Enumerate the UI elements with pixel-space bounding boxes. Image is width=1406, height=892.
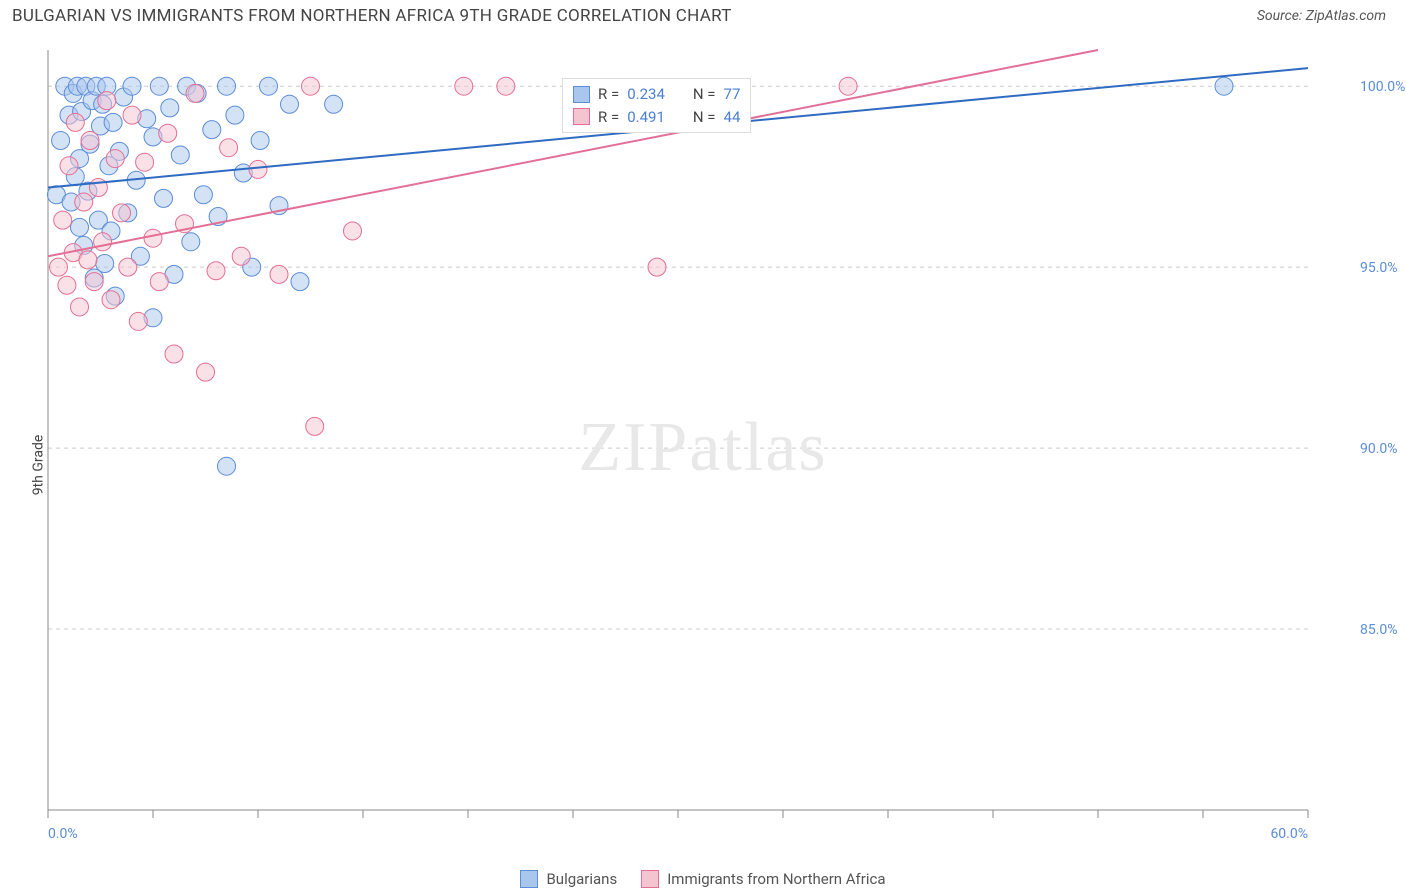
scatter-point (226, 106, 244, 124)
scatter-point (119, 258, 137, 276)
legend-item: Immigrants from Northern Africa (641, 870, 885, 888)
scatter-point (203, 121, 221, 139)
scatter-point (455, 77, 473, 95)
scatter-point (52, 131, 70, 149)
scatter-point (150, 77, 168, 95)
scatter-point (102, 291, 120, 309)
scatter-point (159, 124, 177, 142)
scatter-point (218, 457, 236, 475)
scatter-point (344, 222, 362, 240)
legend: Bulgarians Immigrants from Northern Afric… (0, 870, 1406, 888)
scatter-point (839, 77, 857, 95)
stat-row: R = 0.234 N = 77 (573, 83, 740, 106)
scatter-point (79, 251, 97, 269)
scatter-point (302, 77, 320, 95)
scatter-point (60, 157, 78, 175)
scatter-point (249, 160, 267, 178)
legend-swatch (520, 870, 538, 888)
scatter-point (144, 229, 162, 247)
scatter-point (220, 139, 238, 157)
scatter-point (66, 113, 84, 131)
scatter-point (182, 233, 200, 251)
series-swatch (573, 108, 590, 125)
scatter-point (155, 189, 173, 207)
scatter-point (50, 258, 68, 276)
scatter-point (96, 255, 114, 273)
scatter-point (98, 92, 116, 110)
scatter-point (648, 258, 666, 276)
scatter-point (71, 218, 89, 236)
svg-text:100.0%: 100.0% (1360, 79, 1405, 95)
scatter-point (150, 273, 168, 291)
scatter-point (81, 131, 99, 149)
scatter-point (85, 273, 103, 291)
scatter-point (106, 150, 124, 168)
legend-label: Immigrants from Northern Africa (667, 870, 885, 888)
legend-label: Bulgarians (546, 870, 617, 888)
stat-n-value: 44 (724, 106, 741, 129)
stat-n-label: N = (693, 83, 716, 106)
scatter-point (251, 131, 269, 149)
svg-text:85.0%: 85.0% (1360, 622, 1398, 638)
chart-container: 9th Grade 85.0% 90.0% 95.0% 100.0% 0.0% 60.0%… (0, 38, 1406, 892)
scatter-point (291, 273, 309, 291)
scatter-point (197, 363, 215, 381)
scatter-point (104, 113, 122, 131)
stat-r-label: R = (598, 83, 619, 106)
stat-row: R = 0.491 N = 44 (573, 106, 740, 129)
svg-text:95.0%: 95.0% (1360, 260, 1398, 276)
scatter-point (75, 193, 93, 211)
scatter-point (325, 95, 343, 113)
scatter-point (497, 77, 515, 95)
source-label: Source: ZipAtlas.com (1257, 8, 1386, 24)
scatter-point (218, 77, 236, 95)
legend-swatch (641, 870, 659, 888)
scatter-point (270, 265, 288, 283)
scatter-point (71, 298, 89, 316)
scatter-point (94, 233, 112, 251)
stats-box: R = 0.234 N = 77 R = 0.491 N = 44 (562, 78, 751, 133)
scatter-point (113, 204, 131, 222)
scatter-point (161, 99, 179, 117)
scatter-point (54, 211, 72, 229)
chart-title: BULGARIAN VS IMMIGRANTS FROM NORTHERN AF… (12, 6, 732, 26)
scatter-point (123, 77, 141, 95)
scatter-plot: 85.0% 90.0% 95.0% 100.0% 0.0% 60.0% (0, 38, 1406, 842)
scatter-point (1215, 77, 1233, 95)
y-axis-label: 9th Grade (30, 435, 46, 496)
scatter-point (260, 77, 278, 95)
scatter-point (165, 345, 183, 363)
scatter-point (129, 312, 147, 330)
stat-r-label: R = (598, 106, 619, 129)
legend-item: Bulgarians (520, 870, 617, 888)
svg-text:60.0%: 60.0% (1270, 826, 1308, 842)
svg-text:90.0%: 90.0% (1360, 441, 1398, 457)
series-swatch (573, 86, 590, 103)
stat-r-value: 0.491 (627, 106, 665, 129)
scatter-point (123, 106, 141, 124)
scatter-point (281, 95, 299, 113)
scatter-point (136, 153, 154, 171)
scatter-point (58, 276, 76, 294)
svg-text:0.0%: 0.0% (48, 826, 78, 842)
scatter-point (306, 417, 324, 435)
stat-n-label: N = (693, 106, 716, 129)
stat-r-value: 0.234 (627, 83, 665, 106)
scatter-point (232, 247, 250, 265)
stat-n-value: 77 (724, 83, 741, 106)
scatter-point (171, 146, 189, 164)
header: BULGARIAN VS IMMIGRANTS FROM NORTHERN AF… (0, 0, 1406, 32)
scatter-point (194, 186, 212, 204)
scatter-point (186, 84, 204, 102)
scatter-point (207, 262, 225, 280)
